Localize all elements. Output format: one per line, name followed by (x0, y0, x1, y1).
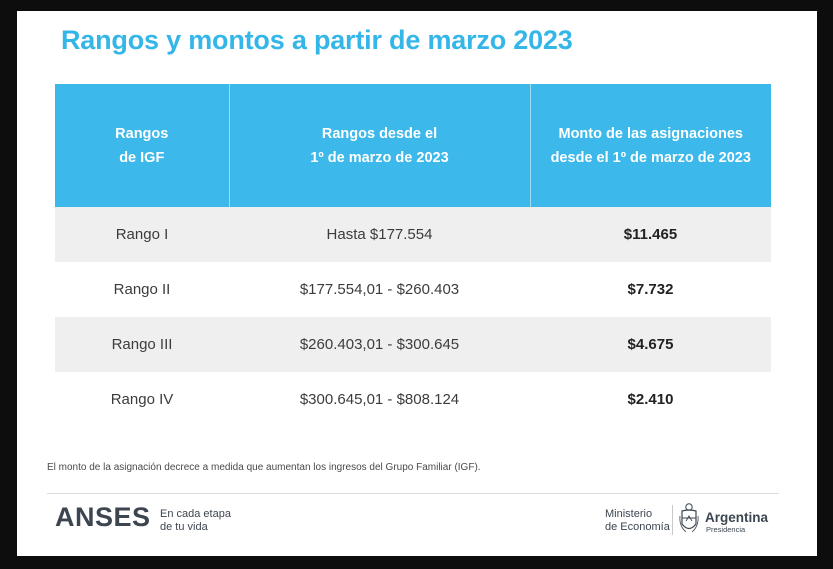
range-cell: Rango IV (55, 372, 229, 427)
argentina-wordmark: Argentina (705, 510, 769, 525)
income-cell: Hasta $177.554 (229, 207, 530, 262)
table-header-row: Rangos de IGF Rangos desde el 1º de marz… (55, 84, 771, 207)
argentina-coat-of-arms-icon (679, 503, 699, 533)
range-cell: Rango III (55, 317, 229, 372)
income-cell: $260.403,01 - $300.645 (229, 317, 530, 372)
income-cell: $177.554,01 - $260.403 (229, 262, 530, 317)
presidencia-label: Presidencia (706, 525, 746, 534)
table-row: Rango III $260.403,01 - $300.645 $4.675 (55, 317, 771, 372)
table-row: Rango IV $300.645,01 - $808.124 $2.410 (55, 372, 771, 427)
table-row: Rango I Hasta $177.554 $11.465 (55, 207, 771, 262)
footnote: El monto de la asignación decrece a medi… (47, 462, 481, 473)
income-cell: $300.645,01 - $808.124 (229, 372, 530, 427)
anses-tagline: En cada etapa de tu vida (160, 508, 231, 533)
header-igf-ranges: Rangos de IGF (55, 84, 230, 207)
header-amounts: Monto de las asignaciones desde el 1º de… (530, 84, 771, 207)
ministerio-economia-label: Ministerio de Economía (605, 508, 670, 533)
range-cell: Rango I (55, 207, 229, 262)
logo-separator (672, 505, 673, 535)
infographic-card: Rangos y montos a partir de marzo 2023 R… (17, 11, 817, 556)
amount-cell: $11.465 (530, 207, 771, 262)
amount-cell: $2.410 (530, 372, 771, 427)
amount-cell: $7.732 (530, 262, 771, 317)
table-row: Rango II $177.554,01 - $260.403 $7.732 (55, 262, 771, 317)
anses-logo: ANSES (55, 502, 151, 532)
range-cell: Rango II (55, 262, 229, 317)
ranges-table: Rangos de IGF Rangos desde el 1º de marz… (55, 84, 771, 427)
amount-cell: $4.675 (530, 317, 771, 372)
footer-divider (47, 493, 779, 494)
page-title: Rangos y montos a partir de marzo 2023 (61, 25, 573, 55)
header-income-ranges: Rangos desde el 1º de marzo de 2023 (229, 84, 531, 207)
